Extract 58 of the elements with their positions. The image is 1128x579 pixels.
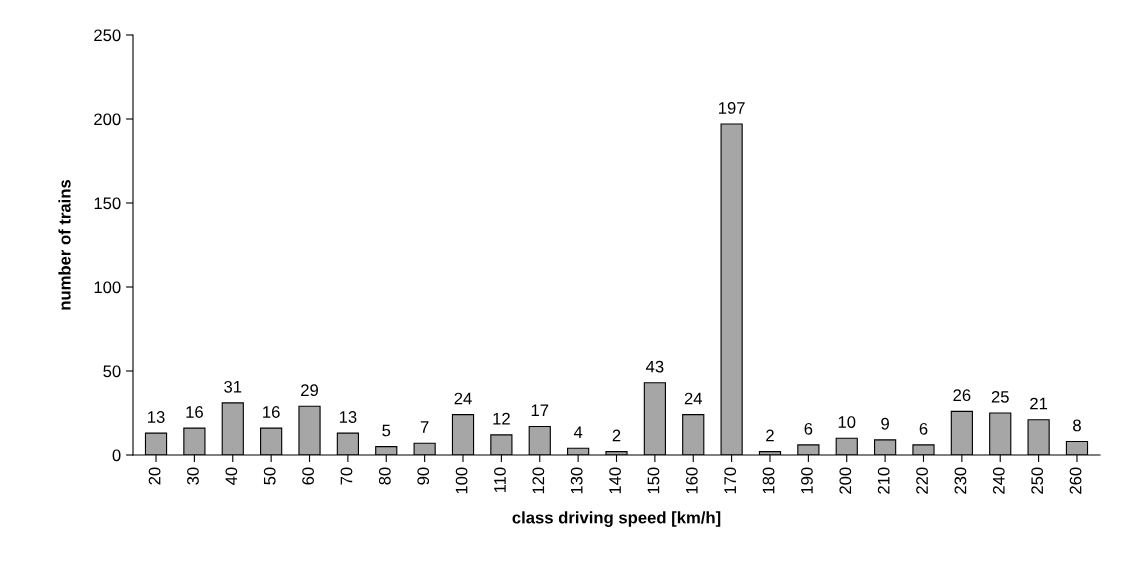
- x-tick-label: 160: [685, 467, 698, 494]
- x-tick-label: 20: [148, 467, 161, 485]
- y-tick-label: 0: [112, 449, 121, 462]
- y-tick-label: 100: [94, 281, 121, 294]
- data-label: 31: [224, 380, 242, 393]
- x-tick-label: 220: [916, 467, 928, 494]
- x-tick-label: 120: [532, 467, 545, 494]
- x-tick-label: 170: [724, 467, 737, 494]
- y-axis-title: number of trains: [58, 179, 71, 310]
- x-tick-label: 30: [187, 467, 199, 485]
- data-label: 43: [645, 360, 664, 373]
- data-label: 197: [718, 102, 745, 114]
- data-label: 9: [881, 417, 889, 430]
- data-label: 7: [420, 421, 429, 433]
- data-label: 26: [953, 389, 971, 402]
- y-tick-label: 200: [94, 113, 121, 126]
- data-label: 8: [1073, 419, 1081, 432]
- x-tick-label: 250: [1031, 467, 1044, 494]
- x-tick-label: 240: [992, 467, 1005, 494]
- data-label: 6: [919, 422, 928, 435]
- data-label: 16: [186, 406, 203, 418]
- x-tick-label: 210: [877, 467, 890, 494]
- y-tick-label: 150: [94, 197, 121, 210]
- x-tick-label: 70: [340, 467, 353, 485]
- data-label: 4: [573, 426, 583, 438]
- data-label: 2: [612, 429, 621, 442]
- x-tick-label: 130: [570, 467, 583, 494]
- data-label: 25: [991, 390, 1009, 403]
- data-label: 13: [148, 411, 165, 423]
- data-label: 24: [684, 392, 703, 405]
- x-tick-label: 150: [647, 467, 660, 494]
- data-label: 16: [263, 406, 280, 418]
- x-tick-label: 180: [762, 467, 775, 494]
- x-tick-label: 190: [801, 467, 813, 494]
- x-tick-label: 230: [954, 467, 967, 494]
- x-tick-label: 100: [455, 467, 468, 494]
- data-label: 29: [301, 384, 318, 397]
- data-label: 5: [382, 424, 391, 437]
- data-label: 6: [804, 422, 813, 435]
- data-label: 21: [1030, 397, 1048, 410]
- data-label: 13: [339, 411, 357, 423]
- y-tick-label: 250: [94, 29, 121, 42]
- data-label: 10: [838, 416, 856, 428]
- x-tick-label: 260: [1069, 467, 1082, 494]
- data-label: 24: [454, 392, 472, 405]
- x-tick-label: 110: [494, 467, 506, 493]
- x-tick-label: 60: [302, 467, 314, 485]
- x-axis-title: class driving speed [km/h]: [512, 511, 721, 527]
- data-label: 12: [493, 412, 510, 425]
- x-tick-label: 50: [263, 467, 276, 485]
- x-tick-label: 40: [225, 467, 238, 485]
- x-tick-label: 90: [417, 467, 430, 485]
- x-tick-label: 200: [839, 467, 852, 494]
- x-tick-label: 80: [378, 467, 391, 485]
- data-label: 2: [766, 429, 774, 442]
- x-tick-label: 140: [609, 467, 621, 494]
- y-tick-label: 50: [103, 365, 121, 378]
- data-label: 17: [531, 404, 549, 417]
